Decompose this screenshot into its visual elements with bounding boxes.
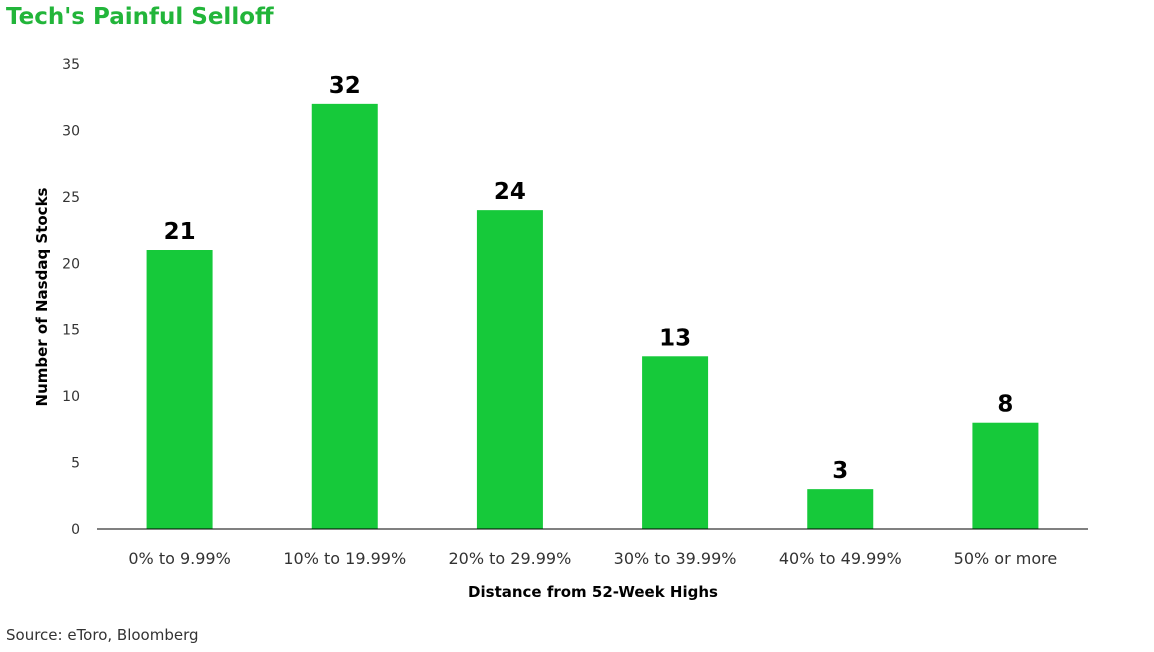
x-category-label: 50% or more	[954, 549, 1058, 568]
x-axis-category-labels: 0% to 9.99% 10% to 19.99% 20% to 29.99% 30%…	[128, 549, 1057, 568]
data-label: 32	[329, 73, 361, 99]
bar	[146, 250, 213, 529]
bars	[146, 103, 1039, 529]
x-axis-title: Distance from 52-Week Highs	[468, 583, 718, 601]
data-label: 3	[832, 458, 848, 484]
data-labels: 21 32 24 13 3 8	[164, 73, 1014, 484]
y-tick-label: 30	[62, 123, 80, 139]
x-category-label: 30% to 39.99%	[614, 549, 737, 568]
x-category-label: 10% to 19.99%	[283, 549, 406, 568]
bar	[807, 489, 874, 529]
y-tick-label: 5	[71, 456, 80, 472]
bar	[972, 422, 1039, 529]
data-label: 13	[659, 325, 691, 351]
bar	[311, 103, 378, 529]
bar	[476, 210, 543, 529]
y-tick-label: 0	[71, 522, 80, 538]
y-tick-label: 15	[62, 323, 80, 339]
y-tick-label: 10	[62, 389, 80, 405]
data-label: 8	[997, 392, 1013, 418]
bar-chart: 0 5 10 15 20 25 30 35 21 32 24 13 3 8 0% to 9.99% 10%…	[33, 57, 1088, 601]
bar	[642, 356, 709, 529]
y-tick-label: 35	[62, 57, 80, 73]
y-axis-title: Number of Nasdaq Stocks	[33, 187, 51, 406]
y-tick-label: 25	[62, 190, 80, 206]
chart-title: Tech's Painful Selloff	[6, 4, 274, 30]
y-axis-ticks: 0 5 10 15 20 25 30 35	[62, 57, 80, 538]
y-tick-label: 20	[62, 256, 80, 272]
x-category-label: 40% to 49.99%	[779, 549, 902, 568]
data-label: 21	[164, 219, 196, 245]
data-label: 24	[494, 179, 526, 205]
x-category-label: 20% to 29.99%	[449, 549, 572, 568]
x-category-label: 0% to 9.99%	[128, 549, 230, 568]
source-note: Source: eToro, Bloomberg	[6, 626, 199, 644]
